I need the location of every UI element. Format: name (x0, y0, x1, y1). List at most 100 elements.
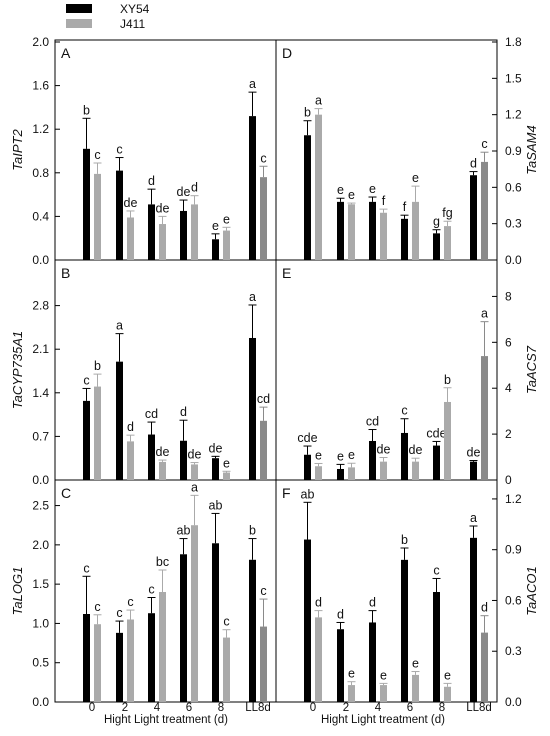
significance-label: a (116, 319, 123, 333)
bar (249, 116, 256, 261)
significance-label: e (315, 448, 322, 462)
significance-label: de (177, 185, 191, 199)
bar (159, 224, 166, 260)
bar (94, 173, 101, 260)
significance-label: f (382, 194, 386, 208)
legend: XY54 J411 (66, 2, 150, 31)
significance-label: c (433, 563, 439, 577)
panel-letter: E (282, 265, 291, 281)
bar (116, 170, 123, 260)
significance-label: e (380, 668, 387, 682)
bar (481, 356, 488, 480)
y-tick-label: 2.0 (32, 538, 49, 552)
bar (481, 161, 488, 260)
bar (412, 461, 419, 480)
x-tick-label: LL8d (245, 702, 271, 714)
significance-label: g (433, 215, 440, 229)
x-axis-title-right: Hight Light treatment (d) (321, 714, 445, 726)
bar (148, 204, 155, 260)
significance-label: d (127, 420, 134, 434)
significance-label: c (94, 148, 100, 162)
significance-label: b (94, 359, 101, 373)
bar (315, 114, 322, 261)
panel-letter: B (61, 265, 70, 281)
significance-label: a (191, 480, 198, 494)
significance-label: a (470, 511, 477, 525)
significance-label: e (369, 182, 376, 196)
significance-label: de (124, 196, 138, 210)
x-axis-labels: Hight Light treatment (d) Hight Light tr… (104, 714, 445, 726)
y-tick-label: 2.1 (32, 342, 49, 356)
significance-label: ab (209, 498, 223, 512)
legend-label-j411: J411 (120, 17, 145, 31)
significance-label: b (304, 106, 311, 120)
significance-label: d (315, 596, 322, 610)
bar (94, 386, 101, 480)
x-tick-label: 4 (154, 702, 161, 714)
significance-label: ab (301, 487, 315, 501)
significance-label: a (249, 77, 256, 91)
bar (148, 434, 155, 480)
significance-label: a (315, 94, 322, 108)
bar (83, 400, 90, 480)
legend-swatch-xy54 (66, 4, 92, 13)
bar (337, 629, 344, 702)
significance-label: c (401, 404, 407, 418)
y-tick-label: 0.6 (505, 593, 522, 607)
significance-label: d (191, 181, 198, 195)
bar (180, 440, 187, 480)
panel-f: F 0.0 0.3 0.6 0.9 1.2 TaACO1 ab d d b c a d e e e e d 0 2 4 6 8… (282, 485, 539, 714)
significance-label: e (337, 183, 344, 197)
x-tick-label: 8 (218, 702, 224, 714)
y-axis-label: TaIPT2 (10, 129, 25, 171)
y-tick-label: 0.0 (505, 695, 522, 709)
significance-label: e (223, 456, 230, 470)
bar (83, 614, 90, 702)
bar (481, 632, 488, 702)
x-axis-title-left: Hight Light treatment (d) (104, 714, 228, 726)
significance-label: cd (145, 407, 158, 421)
bar (212, 239, 219, 260)
y-tick-label: 0.0 (32, 253, 49, 267)
y-axis-label: TaACS7 (524, 345, 539, 394)
bar (470, 175, 477, 260)
y-tick-label: 1.0 (32, 616, 49, 630)
y-tick-label: 0.6 (505, 180, 522, 194)
bar (348, 467, 355, 480)
bar (304, 454, 311, 480)
significance-label: c (83, 373, 89, 387)
significance-label: cde (426, 426, 446, 440)
y-tick-label: 0.9 (505, 144, 522, 158)
bar (470, 461, 477, 480)
significance-label: de (377, 443, 391, 457)
significance-label: d (148, 174, 155, 188)
y-tick-label: 0.8 (32, 166, 49, 180)
significance-label: d (337, 607, 344, 621)
significance-label: c (260, 584, 266, 598)
x-tick-label: 8 (439, 702, 445, 714)
y-tick-label: 0.0 (32, 473, 49, 487)
significance-label: e (412, 171, 419, 185)
y-tick-label: 0.9 (505, 543, 522, 557)
x-tick-label: 6 (186, 702, 192, 714)
significance-label: bc (156, 555, 169, 569)
bar (412, 201, 419, 260)
x-tick-label: LL8d (466, 702, 492, 714)
bar (116, 632, 123, 702)
panel-letter: D (282, 45, 292, 61)
bar (401, 432, 408, 480)
y-axis-label: TaSAM4 (524, 125, 539, 174)
bar (380, 685, 387, 702)
bar (127, 441, 134, 480)
significance-label: de (467, 445, 481, 459)
bar (127, 217, 134, 260)
y-tick-label: 0.3 (505, 217, 522, 231)
significance-label: e (348, 188, 355, 202)
x-tick-label: 4 (375, 702, 382, 714)
significance-label: b (444, 373, 451, 387)
